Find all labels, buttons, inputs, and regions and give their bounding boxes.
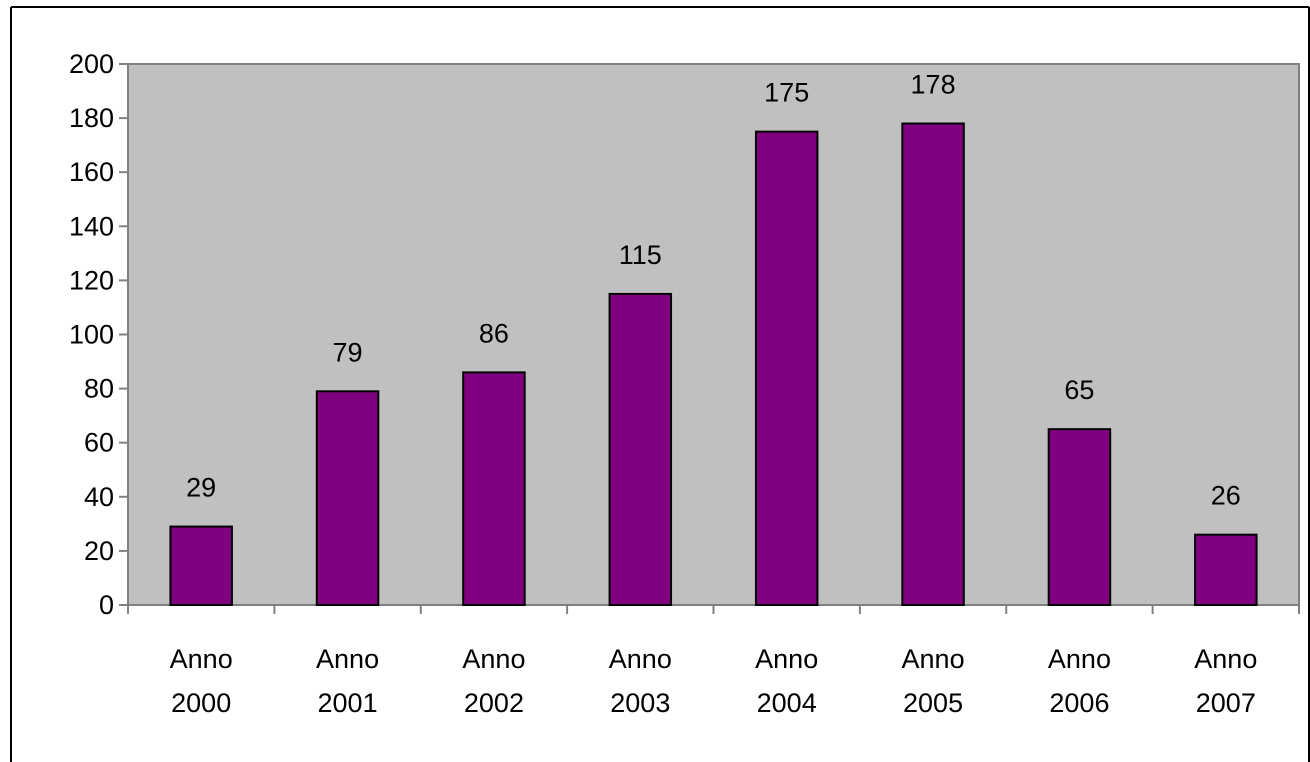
- bar: [901, 122, 965, 606]
- x-category-label: Anno: [902, 644, 965, 674]
- plot-area: 0 20 40 60 80 100 120 140 160 180 200 29 Anno 2000 79 A…: [69, 49, 1300, 718]
- y-tick-label: 80: [84, 374, 114, 404]
- data-label: 178: [911, 70, 956, 100]
- y-tick-label: 40: [84, 482, 114, 512]
- bar: [169, 525, 233, 606]
- x-category-label: 2000: [171, 688, 231, 718]
- x-category-label: Anno: [1048, 644, 1111, 674]
- bar: [315, 390, 380, 606]
- y-tick-label: 120: [69, 265, 114, 295]
- x-category-label: Anno: [462, 644, 525, 674]
- x-category-label: 2004: [757, 688, 817, 718]
- x-category-label: Anno: [316, 644, 379, 674]
- data-label: 115: [619, 240, 662, 270]
- y-tick-label: 100: [69, 320, 114, 350]
- y-tick-label: 160: [69, 157, 114, 187]
- x-category-label: 2002: [464, 688, 524, 718]
- data-label: 29: [186, 473, 216, 503]
- bar: [462, 371, 526, 606]
- x-category-label: 2001: [318, 688, 378, 718]
- data-label: 86: [479, 318, 509, 348]
- y-tick-label: 180: [69, 103, 114, 133]
- x-category-label: 2003: [610, 688, 670, 718]
- x-category-label: Anno: [755, 644, 818, 674]
- plot-background: [127, 63, 1300, 606]
- y-tick-label: 60: [84, 428, 114, 458]
- bar: [608, 292, 673, 606]
- y-tick-label: 0: [99, 590, 114, 620]
- x-category-label: Anno: [170, 644, 233, 674]
- y-tick-label: 140: [69, 211, 114, 241]
- data-label: 26: [1211, 481, 1241, 511]
- data-label: 79: [333, 337, 363, 367]
- x-category-label: Anno: [1194, 644, 1257, 674]
- y-tick-label: 20: [84, 536, 114, 566]
- x-category-label: Anno: [609, 644, 672, 674]
- bar: [754, 130, 819, 606]
- x-category-label: 2005: [903, 688, 963, 718]
- x-category-label: 2006: [1049, 688, 1109, 718]
- bar: [1194, 533, 1258, 606]
- data-label: 175: [764, 78, 809, 108]
- x-category-label: 2007: [1196, 688, 1256, 718]
- data-label: 65: [1064, 375, 1094, 405]
- bar: [1047, 428, 1112, 606]
- y-tick-label: 200: [69, 49, 114, 79]
